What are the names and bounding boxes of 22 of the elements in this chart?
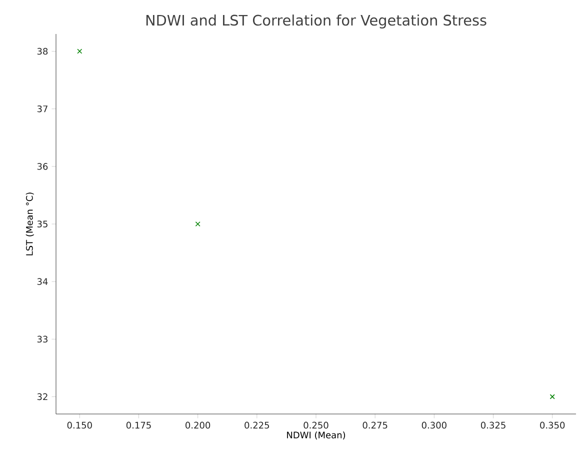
x-tick-label: 0.200	[186, 422, 210, 429]
y-tick-label: 34	[37, 278, 48, 285]
y-tick-label: 35	[37, 220, 48, 228]
y-tick-label: 38	[37, 48, 48, 55]
y-tick-label: 36	[37, 163, 48, 170]
point	[195, 221, 200, 227]
x-tick-label: 0.250	[304, 422, 328, 429]
x-tick-label: 0.350	[540, 422, 565, 429]
x-tick-label: 0.275	[362, 422, 388, 429]
chart-title: NDWI and LST Correlation for Vegetation Stress	[146, 14, 486, 28]
y-tick-label: 33	[37, 336, 48, 343]
y-tick-label: 32	[37, 393, 48, 400]
x-tick-label: 0.225	[244, 422, 269, 429]
y-tick-label: 37	[37, 105, 48, 112]
point	[550, 394, 555, 400]
x-tick-label: 0.175	[126, 422, 151, 429]
x-tick-label: 0.325	[480, 422, 506, 429]
x-tick-label: 0.150	[67, 422, 92, 429]
x-axis-title: NDWI (Mean)	[287, 431, 346, 440]
y-axis-title: LST (Mean °C)	[26, 192, 34, 256]
point	[77, 48, 82, 54]
x-tick-label: 0.300	[422, 422, 446, 429]
